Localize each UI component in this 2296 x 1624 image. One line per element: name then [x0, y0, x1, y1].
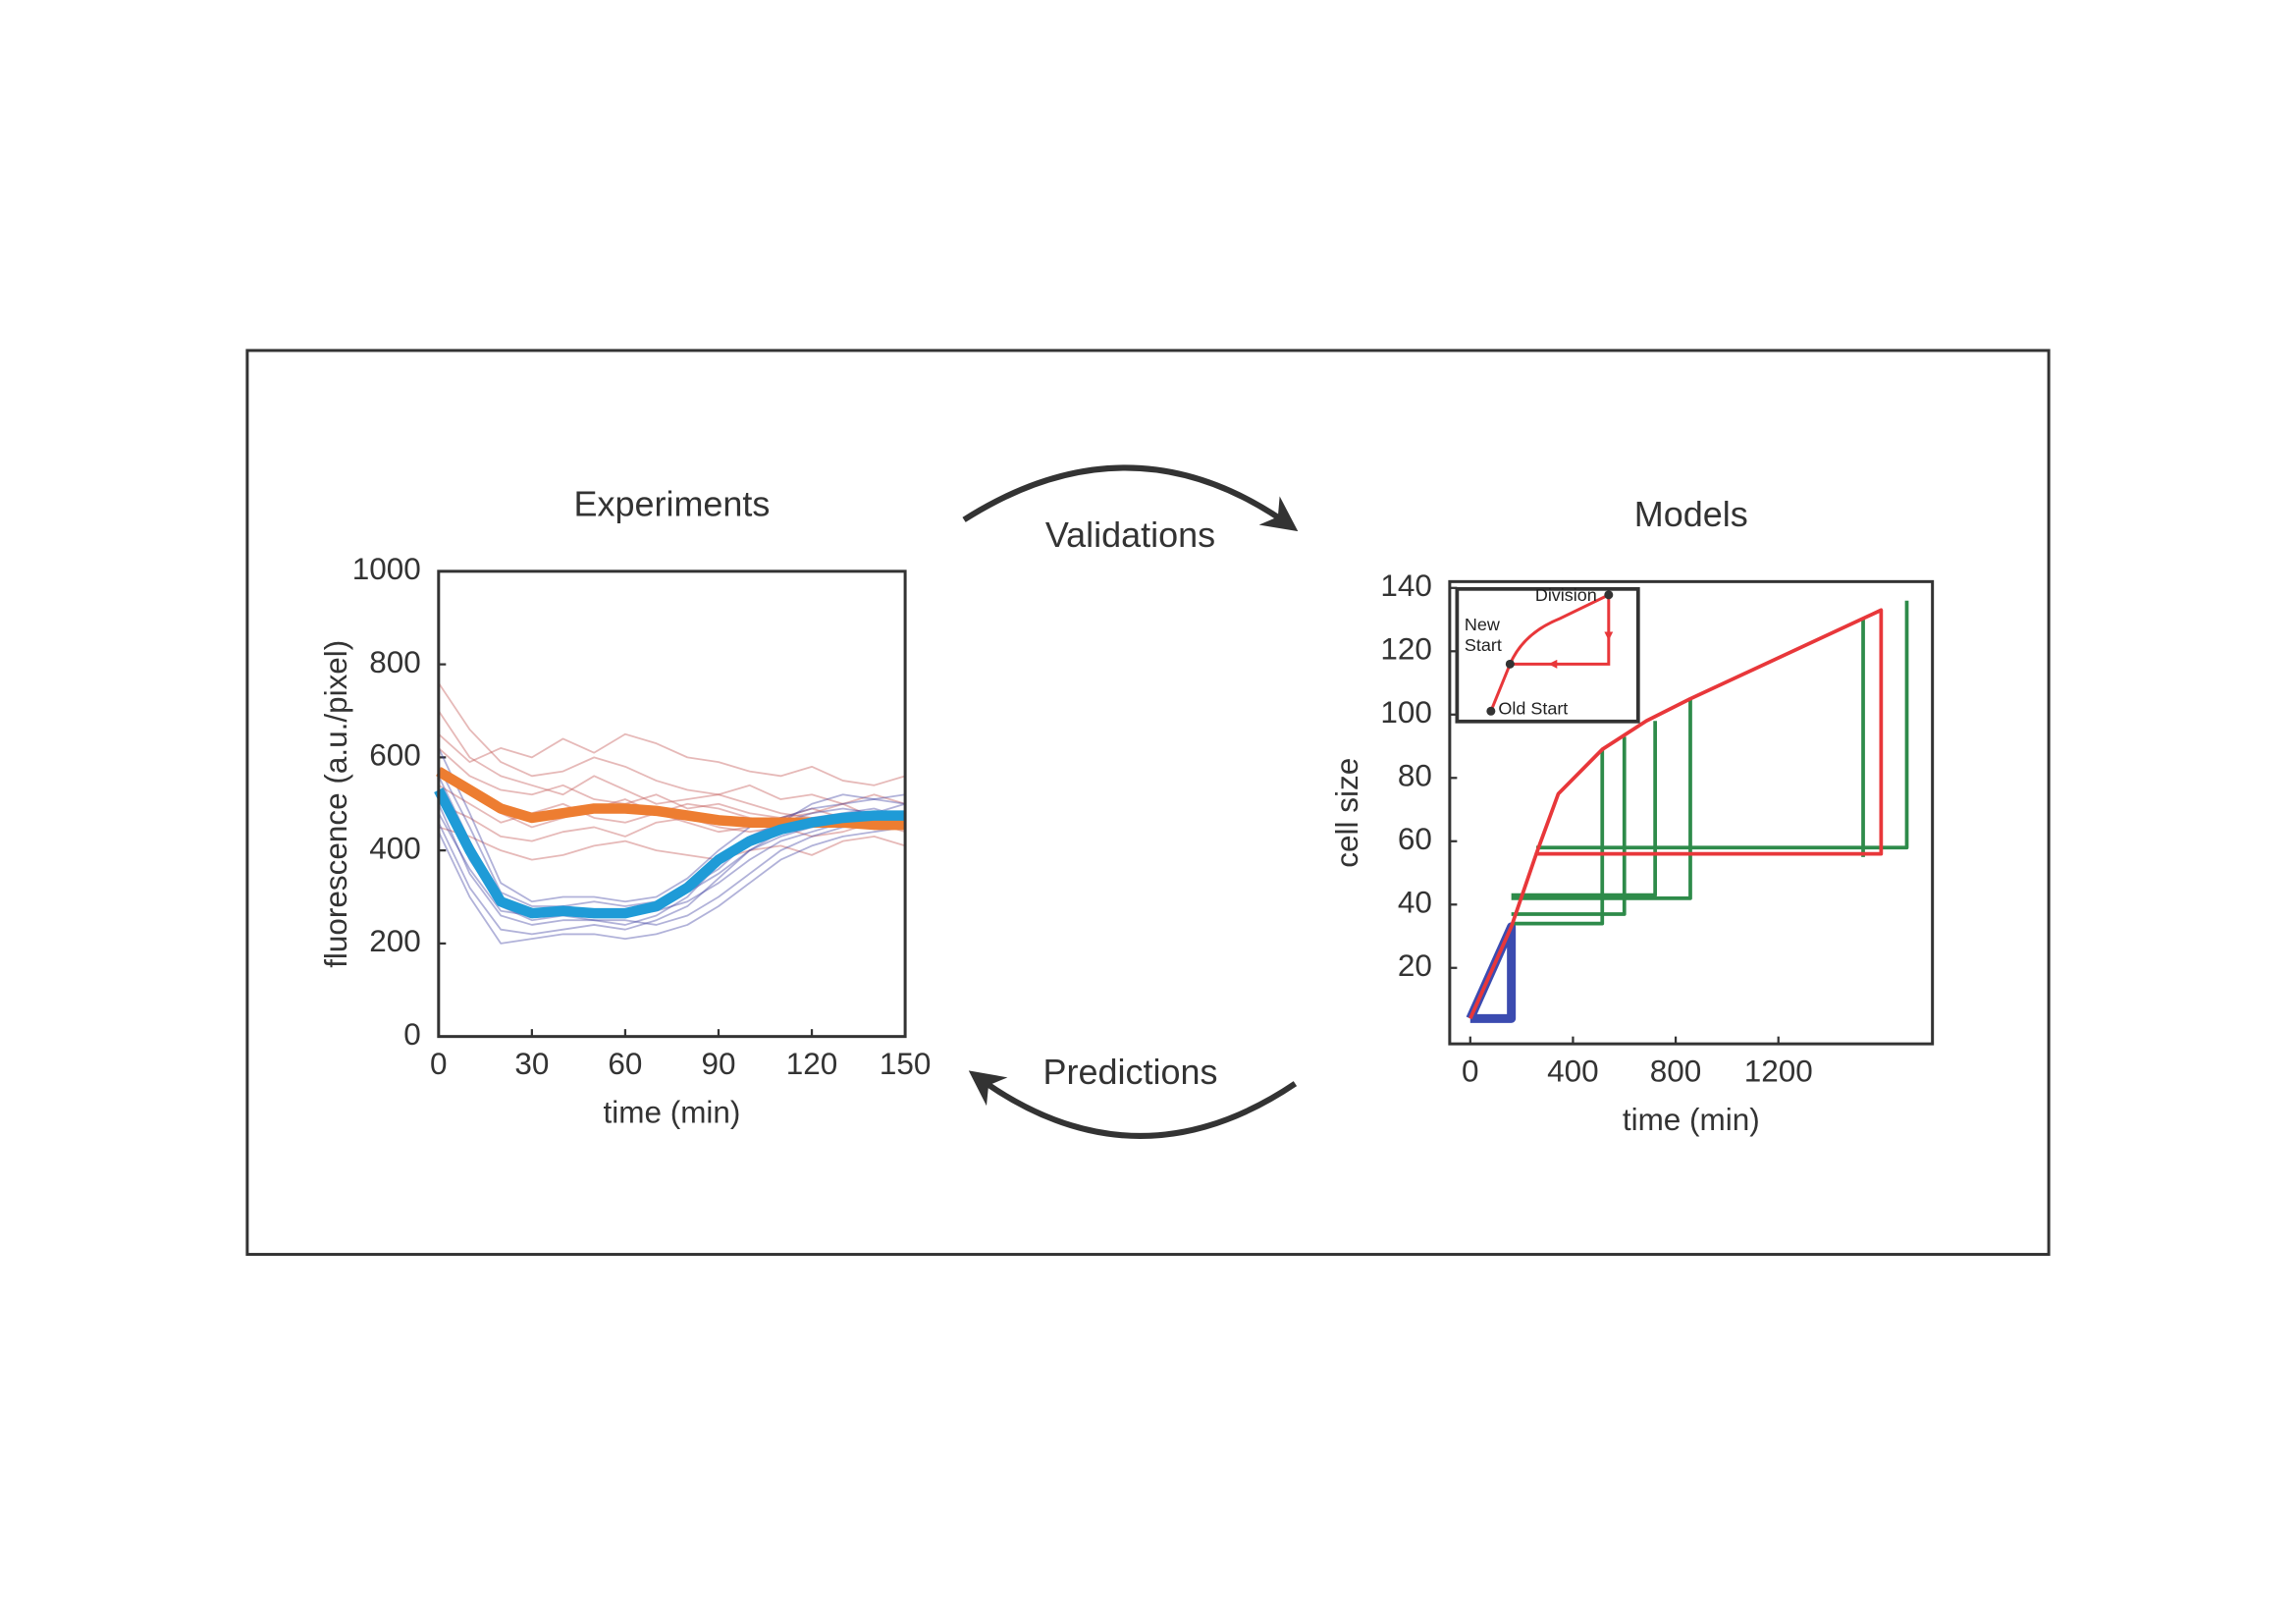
y-tick-label: 0	[403, 1017, 421, 1052]
frame	[245, 349, 2051, 1257]
cycle-label: Validations	[1045, 514, 1215, 555]
cycle-arrow	[962, 464, 1299, 532]
x-tick-label: 30	[514, 1047, 549, 1081]
inset-point	[1486, 706, 1496, 716]
y-tick-label: 1000	[352, 552, 421, 586]
x-tick-label: 60	[608, 1047, 642, 1081]
y-tick-label: 800	[369, 645, 421, 679]
inset-label: New Start	[1464, 614, 1502, 656]
series-line	[438, 682, 906, 805]
series-line	[1511, 600, 1909, 926]
x-tick-label: 150	[880, 1047, 932, 1081]
series-line	[437, 793, 906, 926]
x-tick-label: 0	[430, 1047, 448, 1081]
y-tick-label: 120	[1380, 632, 1432, 667]
cycle-arrow	[968, 1070, 1298, 1139]
plot-frame	[1448, 579, 1935, 1046]
inset-label: Division	[1535, 585, 1597, 605]
chart-title: Experiments	[574, 483, 771, 523]
inset-point	[1505, 659, 1515, 669]
series-line	[437, 826, 906, 945]
inset-label-box: New Start	[1464, 614, 1502, 656]
inset-point	[1604, 590, 1614, 600]
y-axis-label: cell size	[1330, 758, 1364, 868]
series-line	[437, 747, 906, 903]
series-line	[1468, 608, 1884, 1020]
plot-frame	[437, 569, 907, 1039]
series-line	[438, 766, 906, 907]
x-tick-label: 1200	[1744, 1054, 1813, 1088]
y-tick-label: 200	[369, 924, 421, 958]
y-tick-label: 20	[1398, 948, 1432, 983]
x-tick-label: 0	[1462, 1054, 1479, 1088]
x-tick-label: 120	[786, 1047, 838, 1081]
cycle-label: Predictions	[1043, 1052, 1218, 1092]
x-axis-label: time (min)	[1623, 1103, 1760, 1137]
y-tick-label: 400	[369, 831, 421, 865]
y-tick-label: 80	[1398, 759, 1432, 793]
y-tick-label: 40	[1398, 886, 1432, 920]
y-tick-label: 600	[369, 738, 421, 773]
x-axis-label: time (min)	[604, 1095, 741, 1129]
series-line	[437, 802, 906, 926]
series-line	[438, 826, 906, 861]
series-line	[438, 732, 906, 786]
inset-label: Old Start	[1498, 699, 1568, 719]
series-line	[434, 787, 906, 919]
y-tick-label: 100	[1380, 695, 1432, 730]
x-tick-label: 90	[701, 1047, 735, 1081]
series-line	[438, 747, 906, 824]
series-line	[438, 802, 906, 842]
inset: Division New Start Old Start	[1455, 585, 1640, 724]
chart-title: Models	[1634, 494, 1748, 534]
y-tick-label: 140	[1380, 568, 1432, 603]
y-axis-label: fluorescence (a.u./pixel)	[319, 640, 353, 968]
y-tick-label: 60	[1398, 822, 1432, 856]
x-tick-label: 800	[1650, 1054, 1702, 1088]
x-tick-label: 400	[1547, 1054, 1599, 1088]
